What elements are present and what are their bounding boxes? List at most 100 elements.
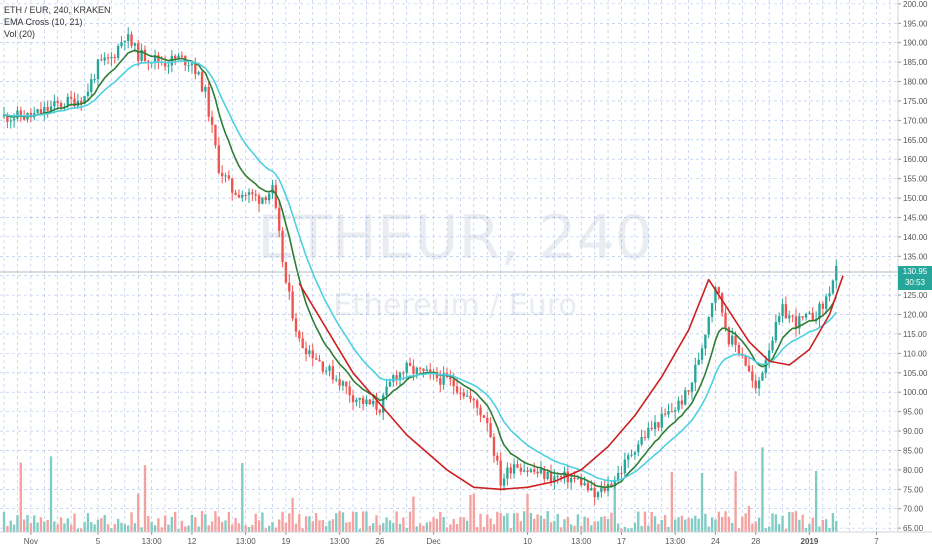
candle-body [304,348,308,355]
candle-body [385,386,388,395]
volume-bar [707,526,710,532]
candle-body [177,55,180,59]
volume-bar [801,514,804,532]
candle-body [543,468,546,479]
candle-body [66,96,69,107]
ema-indicator-title[interactable]: EMA Cross (10, 21) [4,17,83,27]
candle-body [281,230,284,263]
candle-body [620,473,623,475]
candle-body [744,355,747,366]
volume-bar [831,512,835,532]
time-tick-label: 13:00 [665,537,686,546]
volume-bar [194,517,197,532]
candle-body [53,101,56,107]
candle-body [650,427,653,430]
volume-bar [408,511,412,532]
volume-bar [348,521,351,532]
time-tick-label: 28 [751,537,760,546]
volume-bar [657,524,660,532]
volume-bar [553,520,556,532]
candle-body [788,315,791,319]
candle-body [700,348,704,360]
candle-body [492,437,496,456]
volume-bar [479,513,482,532]
price-tick-label: 155.00 [903,175,928,184]
candle-body [465,395,469,397]
volume-bar [314,513,318,532]
candle-body [425,369,429,372]
volume-bar [284,522,288,532]
time-tick-label: 10 [523,537,532,546]
volume-bar [398,523,402,532]
candle-body [600,487,603,493]
volume-bar [137,493,140,532]
candle-body [288,282,291,292]
candle-body [130,34,133,46]
candle-body [707,317,710,335]
volume-bar [392,523,395,532]
price-tick-label: 200.00 [903,0,928,9]
volume-bar [432,517,435,532]
volume-bar [298,514,301,532]
candle-body [415,367,418,374]
price-axis[interactable]: 200.00 195.00 190.00 185.00 180.00 175.00 170.… [897,0,928,533]
volume-bar [606,519,610,532]
candle-body [720,293,724,313]
volume-bar [388,520,392,532]
candle-body [382,394,385,413]
volume-bar [311,521,314,532]
volume-bar [710,517,714,532]
volume-bar [425,522,429,532]
candle-body [429,369,432,372]
volume-bar [566,517,569,532]
volume-bar [49,456,53,532]
volume-bar [418,523,422,532]
candle-body [328,366,331,371]
price-tick-label: 95.00 [903,408,924,417]
candle-body [573,478,576,480]
volume-bar [241,463,244,532]
volume-bar [543,518,546,532]
candle-body [113,57,116,59]
candle-body [553,476,556,482]
candle-body [774,322,778,341]
volume-bar [680,515,684,532]
time-axis[interactable]: Nov 5 13:00 12 13:00 19 13:00 26 Dec 10 13:00 17 13:… [0,531,932,546]
candle-body [526,470,529,472]
bar-countdown-label: 30:53 [905,278,926,287]
volume-indicator-title[interactable]: Vol (20) [4,29,36,39]
candle-body [731,335,734,345]
candle-body [361,397,365,404]
candle-body [325,370,328,372]
volume-bar [127,525,130,532]
volume-bar [637,511,640,532]
candle-body [388,381,392,387]
volume-bar [385,517,388,532]
volume-bar [559,527,563,532]
candle-body [133,43,137,46]
candle-body [657,422,660,428]
candle-body [402,372,405,374]
volume-bar [180,520,184,532]
candle-body [677,400,680,411]
symbol-title[interactable]: ETH / EUR, 240, KRAKEN [4,5,111,15]
volume-bar [462,517,465,532]
volume-bar [653,516,657,532]
last-price-label: 130.95 [903,267,928,276]
volume-bar [529,512,533,532]
volume-bar [808,523,811,532]
volume-bar [338,511,341,532]
candle-body [499,460,502,486]
candle-body [321,361,324,372]
candle-body [408,362,412,366]
volume-bar [586,517,590,532]
candle-body [123,40,127,43]
candle-body [274,185,278,208]
price-tick-label: 195.00 [903,19,928,28]
volume-bar [345,522,348,532]
candle-body [358,397,361,400]
candle-body [684,390,687,405]
candle-body [616,473,620,480]
volume-bar [36,522,39,532]
